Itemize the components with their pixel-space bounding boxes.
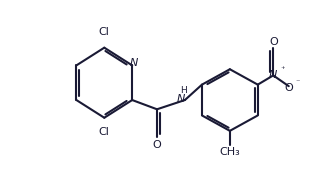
Text: N: N <box>177 94 185 103</box>
Text: ⁻: ⁻ <box>296 77 300 86</box>
Text: N: N <box>129 58 138 68</box>
Text: Cl: Cl <box>99 27 110 37</box>
Text: N: N <box>269 70 277 80</box>
Text: CH₃: CH₃ <box>219 147 240 157</box>
Text: Cl: Cl <box>99 127 110 137</box>
Text: ⁺: ⁺ <box>280 65 285 74</box>
Text: O: O <box>269 36 278 46</box>
Text: O: O <box>153 140 161 150</box>
Text: H: H <box>180 86 187 95</box>
Text: O: O <box>284 83 293 93</box>
